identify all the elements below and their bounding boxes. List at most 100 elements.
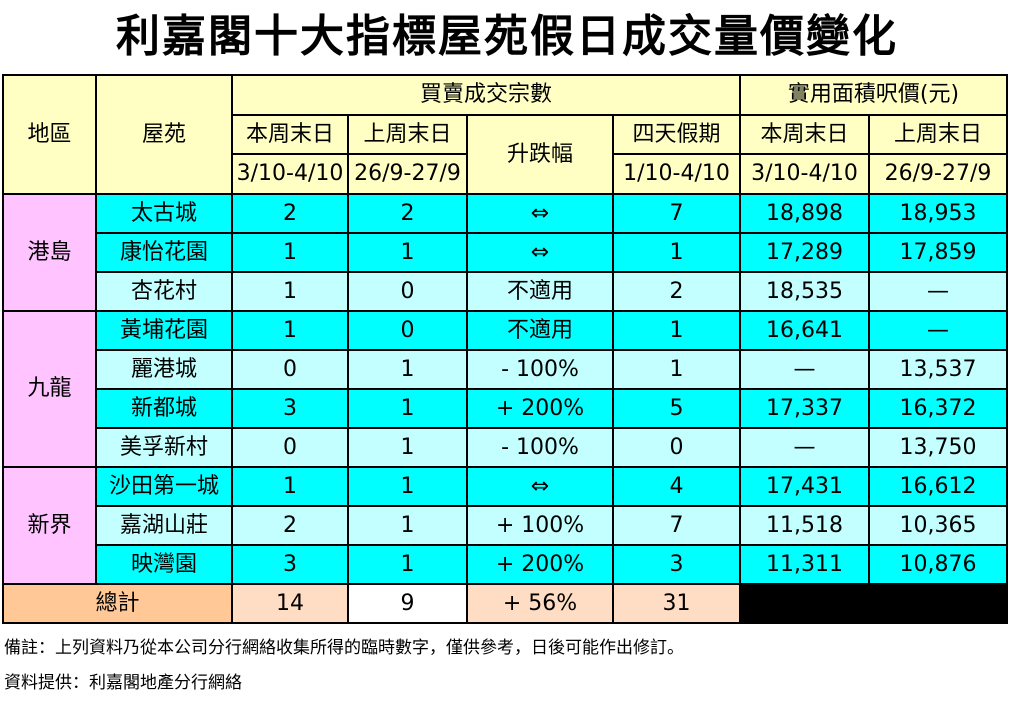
price-this-weekend: —	[739, 349, 870, 390]
price-last-weekend: 18,953	[868, 193, 1008, 234]
header-holiday: 四天假期	[612, 114, 741, 155]
holiday-count: 7	[612, 193, 741, 234]
table-row: 嘉湖山莊 2 1 + 100% 7 11,518 10,365	[3, 505, 1008, 546]
change-value: ⇔	[466, 466, 614, 507]
header-holiday-dates: 1/10-4/10	[612, 153, 741, 195]
last-weekend-count: 1	[347, 544, 468, 585]
estate-name: 嘉湖山莊	[95, 505, 233, 546]
header-last-weekend-dates: 26/9-27/9	[347, 153, 468, 195]
holiday-count: 1	[612, 310, 741, 351]
table-row: 新界 沙田第一城 1 1 ⇔ 4 17,431 16,612	[2, 466, 1008, 585]
last-weekend-count: 1	[347, 349, 468, 390]
change-value: ⇔	[466, 232, 614, 273]
price-last-weekend: —	[868, 271, 1008, 312]
last-weekend-count: 1	[347, 232, 468, 273]
change-value: + 100%	[466, 505, 614, 546]
this-weekend-count: 2	[231, 193, 349, 234]
header-region: 地區	[2, 74, 97, 195]
this-weekend-count: 1	[231, 232, 349, 273]
price-last-weekend: 13,537	[868, 349, 1008, 390]
price-this-weekend: 17,431	[739, 466, 870, 507]
table-row: 麗港城 0 1 - 100% 1 — 13,537	[3, 349, 1008, 390]
header-price-last-weekend: 上周末日	[868, 114, 1008, 155]
footnote: 備註：上列資料乃從本公司分行網絡收集所得的臨時數字，僅供參考，日後可能作出修訂。	[4, 638, 684, 658]
change-value: - 100%	[466, 427, 614, 468]
header-price-this-weekend: 本周末日	[739, 114, 870, 155]
table-row: 美孚新村 0 1 - 100% 0 — 13,750	[3, 427, 1008, 468]
price-this-weekend: 18,535	[739, 271, 870, 312]
this-weekend-count: 1	[231, 310, 349, 351]
table-row: 新都城 3 1 + 200% 5 17,337 16,372	[3, 388, 1008, 429]
transactions-table: 地區 屋苑 買賣成交宗數 實用面積呎價(元) 本周末日 上周末日 升跌幅 四天假…	[2, 74, 1008, 624]
price-last-weekend: 10,876	[868, 544, 1008, 585]
total-label: 總計	[2, 583, 233, 624]
last-weekend-count: 1	[347, 388, 468, 429]
change-value: - 100%	[466, 349, 614, 390]
header-price-last-dates: 26/9-27/9	[868, 153, 1008, 195]
last-weekend-count: 1	[347, 466, 468, 507]
change-value: + 200%	[466, 544, 614, 585]
change-value: 不適用	[466, 310, 614, 351]
total-row: 總計 14 9 + 56% 31	[2, 583, 1008, 624]
last-weekend-count: 1	[347, 427, 468, 468]
holiday-count: 5	[612, 388, 741, 429]
header-last-weekend: 上周末日	[347, 114, 468, 155]
price-last-weekend: 16,372	[868, 388, 1008, 429]
table-row: 映灣園 3 1 + 200% 3 11,311 10,876	[3, 544, 1008, 585]
this-weekend-count: 0	[231, 427, 349, 468]
region-label: 九龍	[2, 310, 97, 468]
header-this-weekend: 本周末日	[231, 114, 349, 155]
this-weekend-count: 1	[231, 466, 349, 507]
header-transactions-group: 買賣成交宗數	[231, 74, 741, 116]
this-weekend-count: 2	[231, 505, 349, 546]
price-last-weekend: 10,365	[868, 505, 1008, 546]
header-price-this-dates: 3/10-4/10	[739, 153, 870, 195]
holiday-count: 2	[612, 271, 741, 312]
price-this-weekend: 11,311	[739, 544, 870, 585]
price-this-weekend: 18,898	[739, 193, 870, 234]
holiday-count: 7	[612, 505, 741, 546]
table-row: 九龍 黃埔花園 1 0 不適用 1 16,641 —	[2, 310, 1008, 468]
total-change: + 56%	[466, 583, 614, 624]
table-row: 港島 太古城 2 2 ⇔ 7 18,898 18,953	[2, 193, 1008, 312]
holiday-count: 0	[612, 427, 741, 468]
change-value: 不適用	[466, 271, 614, 312]
price-last-weekend: 13,750	[868, 427, 1008, 468]
total-holiday: 31	[612, 583, 741, 624]
last-weekend-count: 0	[347, 310, 468, 351]
price-this-weekend: 16,641	[739, 310, 870, 351]
estate-name: 美孚新村	[95, 427, 233, 468]
source-note: 資料提供：利嘉閣地產分行網絡	[4, 673, 242, 693]
header-change: 升跌幅	[466, 114, 614, 195]
estate-name: 太古城	[95, 193, 233, 234]
holiday-count: 1	[612, 232, 741, 273]
page-title: 利嘉閣十大指標屋苑假日成交量價變化	[116, 11, 898, 62]
holiday-count: 4	[612, 466, 741, 507]
price-this-weekend: 11,518	[739, 505, 870, 546]
price-last-weekend: —	[868, 310, 1008, 351]
price-this-weekend: —	[739, 427, 870, 468]
estate-name: 康怡花園	[95, 232, 233, 273]
this-weekend-count: 3	[231, 544, 349, 585]
price-this-weekend: 17,337	[739, 388, 870, 429]
this-weekend-count: 1	[231, 271, 349, 312]
last-weekend-count: 1	[347, 505, 468, 546]
total-this-weekend: 14	[231, 583, 349, 624]
region-label: 新界	[2, 466, 97, 585]
total-blank	[739, 583, 1008, 624]
estate-name: 映灣園	[95, 544, 233, 585]
holiday-count: 1	[612, 349, 741, 390]
estate-name: 新都城	[95, 388, 233, 429]
estate-name: 黃埔花園	[95, 310, 233, 351]
price-this-weekend: 17,289	[739, 232, 870, 273]
header-estate: 屋苑	[95, 74, 233, 195]
this-weekend-count: 3	[231, 388, 349, 429]
price-last-weekend: 16,612	[868, 466, 1008, 507]
holiday-count: 3	[612, 544, 741, 585]
total-last-weekend: 9	[347, 583, 468, 624]
price-last-weekend: 17,859	[868, 232, 1008, 273]
table-row: 康怡花園 1 1 ⇔ 1 17,289 17,859	[3, 232, 1008, 273]
table-row: 杏花村 1 0 不適用 2 18,535 —	[3, 271, 1008, 312]
estate-name: 杏花村	[95, 271, 233, 312]
region-label: 港島	[2, 193, 97, 312]
